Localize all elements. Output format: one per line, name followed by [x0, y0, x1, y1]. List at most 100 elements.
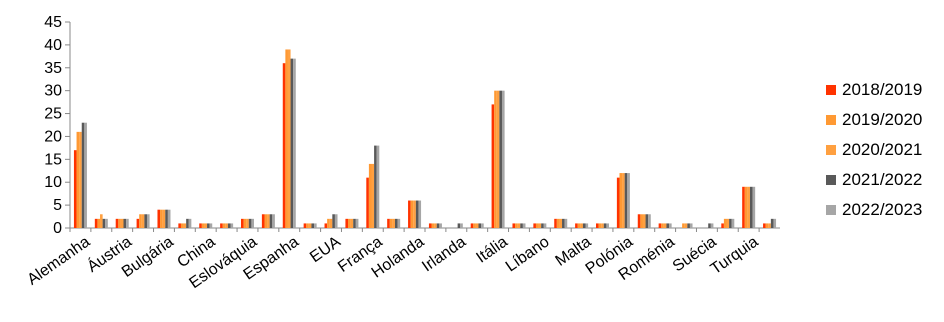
- bar: [603, 223, 607, 228]
- bar: [640, 214, 643, 228]
- y-tick-label: 20: [44, 128, 62, 145]
- bar: [752, 186, 756, 228]
- bar: [329, 218, 333, 228]
- y-tick-label: 35: [44, 60, 62, 77]
- bar: [261, 214, 265, 228]
- bar: [376, 145, 380, 228]
- bar: [183, 223, 187, 228]
- bar: [729, 218, 732, 228]
- bar: [397, 218, 401, 228]
- bar: [290, 58, 294, 228]
- bar: [350, 218, 354, 228]
- legend-label: 2020/2021: [842, 140, 922, 159]
- bar: [311, 223, 315, 228]
- y-tick-label: 25: [44, 106, 62, 123]
- bar: [619, 173, 623, 228]
- y-tick-label: 10: [44, 174, 62, 191]
- bar: [144, 214, 147, 228]
- bar: [374, 145, 377, 228]
- bar: [160, 209, 163, 228]
- bar: [227, 223, 231, 228]
- y-tick-label: 45: [44, 14, 62, 31]
- x-category-label: Líbano: [503, 233, 553, 275]
- bar: [418, 200, 422, 228]
- bar: [642, 214, 646, 228]
- bar: [580, 223, 583, 228]
- bar: [94, 218, 98, 228]
- bar: [97, 218, 101, 228]
- bar: [84, 122, 87, 228]
- bar: [723, 218, 727, 228]
- bar: [742, 186, 745, 228]
- bar: [645, 214, 649, 228]
- bar: [413, 200, 416, 228]
- bar: [348, 218, 351, 228]
- bar: [606, 223, 609, 228]
- bar: [515, 223, 518, 228]
- bar: [126, 218, 129, 228]
- bar: [167, 209, 171, 228]
- bar: [538, 223, 542, 228]
- bar: [478, 223, 482, 228]
- bar: [710, 223, 714, 228]
- bar: [661, 223, 664, 228]
- bar: [460, 223, 463, 228]
- bar: [243, 218, 247, 228]
- bar: [663, 223, 667, 228]
- bar: [366, 177, 369, 228]
- bar: [470, 223, 474, 228]
- bar: [744, 186, 748, 228]
- bar: [251, 218, 254, 228]
- bar: [123, 218, 127, 228]
- bar: [687, 223, 690, 228]
- bar: [765, 223, 769, 228]
- bar: [120, 218, 124, 228]
- bar: [248, 218, 252, 228]
- bar: [157, 209, 161, 228]
- bar: [209, 223, 213, 228]
- bar: [624, 173, 628, 228]
- legend-label: 2018/2019: [842, 80, 922, 99]
- bar: [332, 214, 335, 228]
- bar: [246, 218, 249, 228]
- bar: [684, 223, 688, 228]
- bar: [596, 223, 599, 228]
- bar: [76, 131, 80, 228]
- bar: [434, 223, 437, 228]
- bar: [293, 58, 296, 228]
- bar: [562, 218, 565, 228]
- bar: [188, 218, 192, 228]
- x-category-label: Irlanda: [419, 233, 469, 275]
- bar: [282, 63, 286, 229]
- bar: [162, 209, 166, 228]
- bar: [287, 49, 291, 228]
- bar: [303, 223, 307, 228]
- bar: [410, 200, 414, 228]
- bar: [241, 218, 244, 228]
- bar: [368, 163, 372, 228]
- bar: [522, 223, 526, 228]
- bar: [481, 223, 484, 228]
- bar: [582, 223, 586, 228]
- bar: [439, 223, 442, 228]
- legend-swatch: [826, 145, 836, 155]
- bar: [355, 218, 359, 228]
- bar: [102, 218, 106, 228]
- bar: [554, 218, 557, 228]
- legend-label: 2022/2023: [842, 200, 922, 219]
- x-category-label: Turquia: [708, 233, 762, 278]
- bar: [773, 218, 777, 228]
- bar: [622, 173, 625, 228]
- bar: [222, 223, 226, 228]
- bar: [334, 214, 338, 228]
- bar: [394, 218, 398, 228]
- bar: [682, 223, 685, 228]
- bar: [726, 218, 730, 228]
- bar: [721, 223, 724, 228]
- bar: [517, 223, 521, 228]
- bar: [577, 223, 581, 228]
- legend-swatch: [826, 175, 836, 185]
- bar: [387, 218, 390, 228]
- bar: [689, 223, 693, 228]
